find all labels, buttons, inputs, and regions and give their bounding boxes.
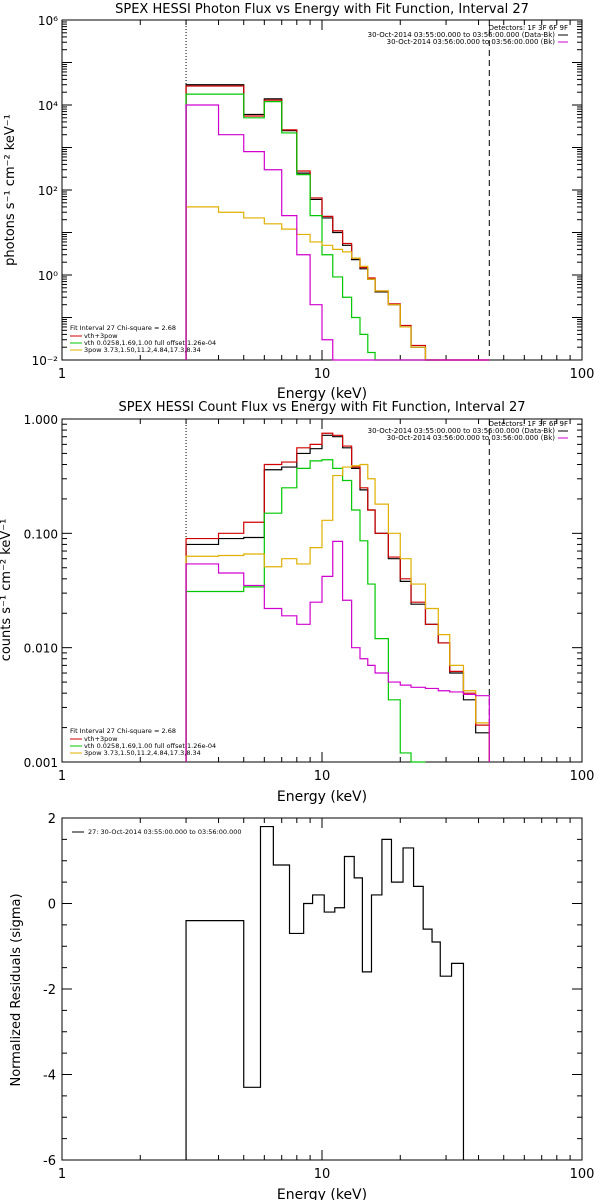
legend-vth3pow: vth+3pow: [84, 332, 118, 340]
series-vth-3pow: [185, 432, 490, 762]
x-tick-label: 100: [570, 1167, 595, 1182]
legend-fit-interval-2: Fit Interval 27 Chi-square = 2.68: [70, 727, 176, 735]
residual-axes: [61, 817, 583, 1161]
count-ticks: 1 10 100 0.001 0.010 0.100 1.000: [24, 413, 595, 784]
x-tick-label: 10: [314, 367, 331, 382]
legend-bk-2: 30-Oct-2014 03:56:00.000 to 03:56:00.000…: [387, 434, 556, 442]
y-tick-label: 10⁰: [38, 269, 58, 283]
series-data-bk: [185, 434, 490, 762]
legend-fit-interval: Fit Interval 27 Chi-square = 2.68: [70, 324, 176, 332]
count-chart-title: SPEX HESSI Count Flux vs Energy with Fit…: [118, 400, 525, 415]
legend-data-bk: 30-Oct-2014 03:55:00.000 to 03:56:00.000…: [368, 31, 556, 39]
x-tick-label: 1: [58, 367, 66, 382]
x-tick-label: 1: [58, 1167, 66, 1182]
y-tick-label: 10²: [38, 184, 58, 198]
residual-legend-text: 27: 30-Oct-2014 03:55:00.000 to 03:56:00…: [88, 828, 242, 836]
legend-vth3pow-2: vth+3pow: [84, 735, 118, 743]
series-3pow: [185, 206, 490, 361]
residuals-panel: Energy (keV) Normalized Residuals (sigma…: [9, 812, 594, 1200]
photon-legend-bottom-left: Fit Interval 27 Chi-square = 2.68 vth+3p…: [70, 324, 216, 354]
legend-data-bk-2: 30-Oct-2014 03:55:00.000 to 03:56:00.000…: [368, 427, 556, 435]
residual-ylabel: Normalized Residuals (sigma): [9, 893, 24, 1086]
y-tick-label: 0.100: [24, 527, 58, 541]
series-27-30-oct-2014-03-55-00-000-to: [185, 825, 465, 1160]
series-bk: [185, 540, 490, 762]
count-xlabel: Energy (keV): [277, 789, 367, 805]
series-vth: [185, 459, 426, 763]
count-series: [185, 419, 490, 763]
y-tick-label: -6: [43, 1154, 56, 1169]
series-data-bk: [185, 84, 490, 361]
photon-legend-top-right: Detectors: 1F 3F 6F 9F 30-Oct-2014 03:55…: [368, 24, 568, 46]
count-legend-top-right: Detectors: 1F 3F 6F 9F 30-Oct-2014 03:55…: [368, 420, 568, 442]
plot-frame: [61, 817, 583, 1161]
residual-ticks: 1 10 100 -6 -4 -2 0 2: [43, 812, 594, 1182]
x-tick-label: 100: [570, 367, 595, 382]
photon-ylabel: photons s⁻¹ cm⁻² keV⁻¹: [3, 114, 18, 266]
legend-detectors-2: Detectors: 1F 3F 6F 9F: [489, 420, 568, 428]
count-flux-panel: SPEX HESSI Count Flux vs Energy with Fit…: [0, 400, 594, 805]
residual-series: [185, 825, 465, 1160]
legend-vth-2: vth 0.0258,1.69,1.00 full offset 1.26e-0…: [84, 742, 216, 750]
y-tick-label: -4: [43, 1069, 56, 1084]
y-tick-label: 10⁻²: [32, 354, 59, 368]
photon-chart-title: SPEX HESSI Photon Flux vs Energy with Fi…: [115, 2, 529, 17]
legend-bk: 30-Oct-2014 03:56:00.000 to 03:56:00.000…: [387, 38, 556, 46]
y-tick-label: 0.010: [24, 642, 58, 656]
residual-legend: 27: 30-Oct-2014 03:55:00.000 to 03:56:00…: [72, 828, 242, 836]
series-3pow: [185, 463, 490, 762]
y-tick-label: 10⁶: [38, 14, 58, 28]
y-tick-label: 0: [48, 898, 56, 913]
legend-vth: vth 0.0258,1.69,1.00 full offset 1.26e-0…: [84, 339, 216, 347]
y-tick-label: -2: [43, 983, 56, 998]
x-tick-label: 100: [570, 769, 595, 784]
legend-detectors: Detectors: 1F 3F 6F 9F: [489, 24, 568, 32]
y-tick-label: 2: [48, 812, 56, 827]
series-bk: [185, 104, 490, 361]
y-tick-label: 0.001: [24, 756, 58, 770]
photon-flux-panel: SPEX HESSI Photon Flux vs Energy with Fi…: [3, 2, 594, 402]
series-vth: [185, 93, 439, 361]
photon-series: [185, 20, 490, 361]
series-vth-3pow: [185, 85, 490, 361]
count-legend-bottom-left: Fit Interval 27 Chi-square = 2.68 vth+3p…: [70, 727, 216, 757]
legend-3pow: 3pow 3.73,1.50,11.2,4.84,17.3,8.34: [84, 346, 201, 354]
residual-xlabel: Energy (keV): [277, 1187, 367, 1200]
x-tick-label: 10: [314, 1167, 331, 1182]
x-tick-label: 1: [58, 769, 66, 784]
legend-3pow-2: 3pow 3.73,1.50,11.2,4.84,17.3,8.34: [84, 749, 201, 757]
photon-ticks: 1 10 100 10⁻² 10⁰ 10² 10⁴ 10⁶: [32, 14, 595, 382]
photon-xlabel: Energy (keV): [277, 386, 367, 402]
x-tick-label: 10: [314, 769, 331, 784]
y-tick-label: 1.000: [24, 413, 58, 427]
count-ylabel: counts s⁻¹ cm⁻² keV⁻¹: [0, 519, 14, 662]
y-tick-label: 10⁴: [38, 99, 58, 113]
